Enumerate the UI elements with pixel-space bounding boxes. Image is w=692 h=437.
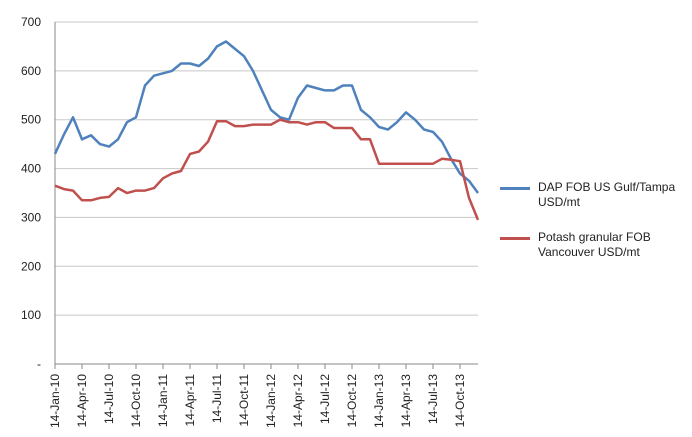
y-tick-label: -: [37, 357, 41, 371]
y-tick-label: 500: [21, 113, 41, 127]
legend-item: DAP FOB US Gulf/Tampa USD/mt: [500, 180, 680, 210]
x-tick-label: 14-Jul-10: [102, 374, 116, 424]
x-tick-label: 14-Apr-12: [291, 374, 305, 428]
x-tick-label: 14-Jul-13: [426, 374, 440, 424]
x-tick-label: 14-Oct-12: [345, 374, 359, 428]
y-tick-label: 600: [21, 64, 41, 78]
x-tick-label: 14-Jan-11: [156, 374, 170, 427]
legend-swatch: [500, 237, 530, 240]
y-tick-label: 700: [21, 15, 41, 29]
x-tick-label: 14-Oct-10: [129, 374, 143, 428]
y-tick-label: 100: [21, 308, 41, 322]
legend-label: DAP FOB US Gulf/Tampa USD/mt: [538, 180, 676, 209]
x-tick-label: 14-Apr-11: [183, 374, 197, 427]
series-line: [54, 118, 480, 221]
x-tick-label: 14-Jan-10: [48, 374, 62, 428]
y-tick-label: 300: [21, 210, 41, 224]
x-tick-label: 14-Apr-13: [399, 374, 413, 428]
x-tick-label: 14-Oct-11: [237, 374, 251, 427]
x-tick-label: 14-Jan-12: [264, 374, 278, 428]
y-tick-label: 200: [21, 259, 41, 273]
x-tick-label: 14-Oct-13: [453, 374, 467, 428]
x-tick-label: 14-Jul-11: [210, 374, 224, 423]
y-tick-label: 400: [21, 162, 41, 176]
x-tick-label: 14-Jul-12: [318, 374, 332, 424]
series-line: [53, 40, 480, 194]
legend-label: Potash granular FOB Vancouver USD/mt: [538, 230, 651, 259]
x-tick-label: 14-Jan-13: [372, 374, 386, 428]
x-tick-label: 14-Apr-10: [75, 374, 89, 428]
legend-item: Potash granular FOB Vancouver USD/mt: [500, 230, 680, 260]
legend-swatch: [500, 187, 530, 190]
